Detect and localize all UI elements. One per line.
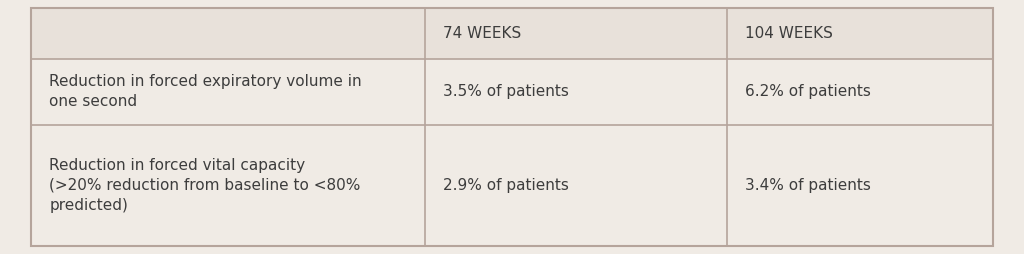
Text: 3.5% of patients: 3.5% of patients (443, 84, 569, 99)
Text: 74 WEEKS: 74 WEEKS (443, 26, 521, 41)
Text: 6.2% of patients: 6.2% of patients (745, 84, 871, 99)
Text: 3.4% of patients: 3.4% of patients (745, 178, 871, 193)
Text: 2.9% of patients: 2.9% of patients (443, 178, 569, 193)
Text: 104 WEEKS: 104 WEEKS (745, 26, 834, 41)
Text: Reduction in forced vital capacity
(>20% reduction from baseline to <80%
predict: Reduction in forced vital capacity (>20%… (49, 157, 360, 213)
Text: Reduction in forced expiratory volume in
one second: Reduction in forced expiratory volume in… (49, 74, 361, 109)
Bar (31, 8, 993, 59)
